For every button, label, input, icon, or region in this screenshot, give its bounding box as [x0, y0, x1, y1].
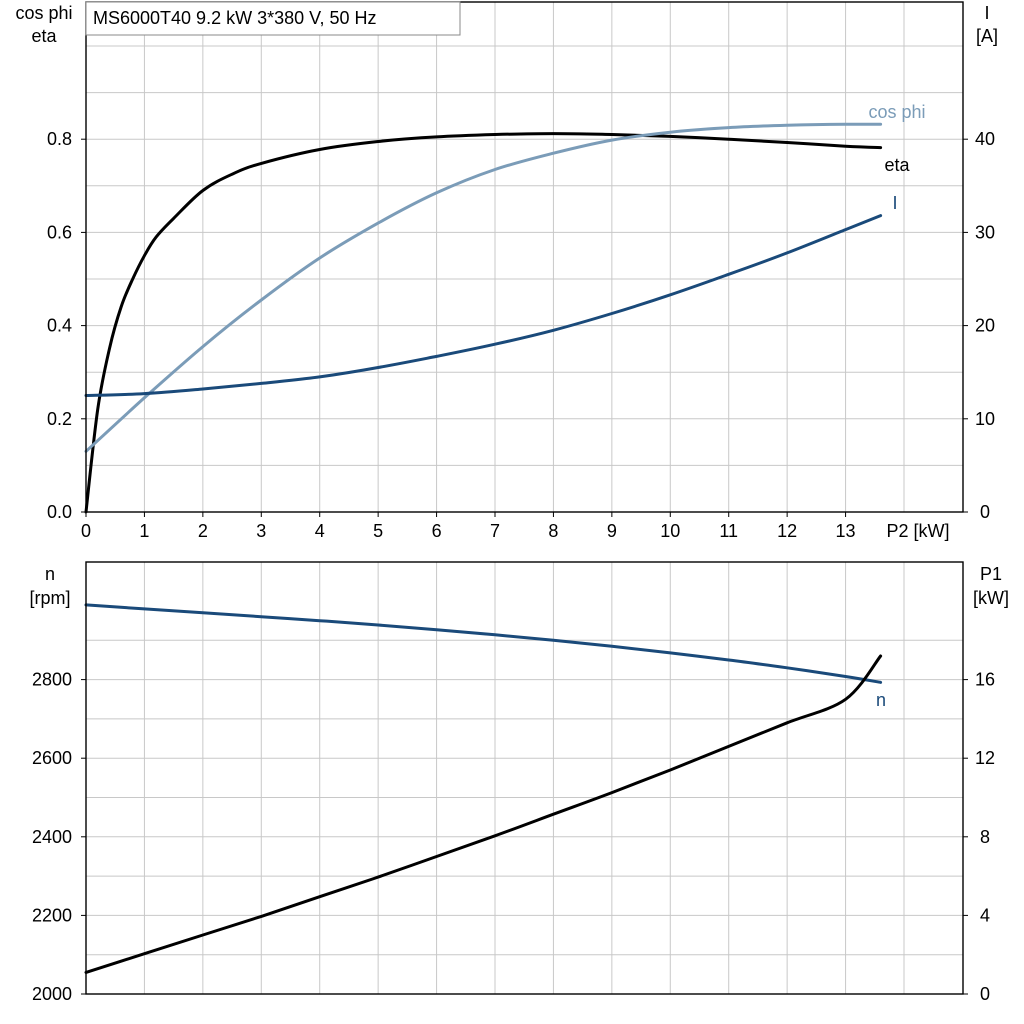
- x-tick-label: 5: [373, 521, 383, 541]
- bottom-left-axis-label-line1: n: [45, 564, 55, 584]
- x-tick-label: 11: [719, 521, 738, 541]
- p1-curve: [84, 654, 883, 974]
- left-tick-label: 0.2: [47, 409, 72, 429]
- left-tick-label: 0.8: [47, 129, 72, 149]
- left-tick-label: 2800: [32, 670, 72, 690]
- right-tick-label: 10: [975, 409, 995, 429]
- chart-title-box: [85, 1, 461, 36]
- eta-curve: [84, 132, 883, 514]
- top-right-tick-labels: 0 10 20 30 40: [963, 129, 995, 522]
- left-tick-label: 0.0: [47, 502, 72, 522]
- x-tick-label: 13: [836, 521, 856, 541]
- bottom-left-axis-label-line2: [rpm]: [29, 588, 70, 608]
- right-tick-label: 0: [980, 502, 990, 522]
- speed-curve: [84, 603, 883, 684]
- x-tick-label: 12: [777, 521, 797, 541]
- right-tick-label: 8: [980, 827, 990, 847]
- top-right-axis-label-line2: [A]: [976, 26, 998, 46]
- left-tick-label: 2200: [32, 905, 72, 925]
- current-curve: [84, 214, 883, 397]
- x-tick-label: 10: [660, 521, 680, 541]
- right-tick-label: 0: [980, 984, 990, 1004]
- x-tick-label: 7: [490, 521, 500, 541]
- top-x-axis-label: P2 [kW]: [886, 521, 949, 541]
- bottom-grid: [86, 562, 963, 994]
- chart-title: MS6000T40 9.2 kW 3*380 V, 50 Hz: [93, 8, 377, 28]
- left-tick-label: 0.6: [47, 222, 72, 242]
- x-tick-label: 0: [81, 521, 91, 541]
- top-grid: [86, 2, 963, 512]
- bottom-plot-frame: [85, 561, 964, 995]
- left-tick-label: 2400: [32, 827, 72, 847]
- right-tick-label: 4: [980, 905, 990, 925]
- bottom-right-axis-label-line2: [kW]: [973, 588, 1009, 608]
- efficiency-current-chart: 0 1 2 3 4 5 6 7 8 9 10 11 12 13 0.00.20.40.60.8 01020…: [15, 1, 998, 541]
- bottom-left-tick-labels: 2000 2200 2400 2600 2800: [32, 670, 86, 1004]
- right-tick-label: 20: [975, 316, 995, 336]
- right-tick-label: 30: [975, 222, 995, 242]
- top-left-axis-label-line1: cos phi: [15, 3, 72, 23]
- eta-series-label: eta: [884, 155, 910, 175]
- x-tick-label: 6: [432, 521, 442, 541]
- right-tick-label: 16: [975, 670, 995, 690]
- top-curves: [84, 122, 883, 514]
- right-tick-label: 40: [975, 129, 995, 149]
- speed-series-label: n: [876, 690, 886, 710]
- left-tick-label: 0.4: [47, 316, 72, 336]
- current-series-label: I: [892, 193, 897, 213]
- top-x-tick-labels: 0 1 2 3 4 5 6 7 8 9 10 11 12 13: [81, 512, 856, 541]
- top-left-tick-labels: 0.0 0.2 0.4 0.6 0.8: [47, 129, 86, 522]
- x-tick-label: 3: [256, 521, 266, 541]
- top-left-axis-label-line2: eta: [31, 26, 57, 46]
- x-tick-label: 2: [198, 521, 208, 541]
- x-tick-label: 1: [139, 521, 149, 541]
- bottom-curves: [84, 603, 883, 974]
- bottom-right-tick-labels: 0 4 8 12 16: [963, 670, 995, 1004]
- x-tick-label: 9: [607, 521, 617, 541]
- x-tick-label: 8: [548, 521, 558, 541]
- bottom-right-axis-label-line1: P1: [980, 564, 1002, 584]
- left-tick-label: 2600: [32, 748, 72, 768]
- cos-phi-curve: [84, 122, 883, 453]
- right-tick-label: 12: [975, 748, 995, 768]
- top-plot-frame: [85, 1, 964, 513]
- cos-phi-series-label: cos phi: [868, 102, 925, 122]
- top-right-axis-label-line1: I: [984, 3, 989, 23]
- x-tick-label: 4: [315, 521, 325, 541]
- left-tick-label: 2000: [32, 984, 72, 1004]
